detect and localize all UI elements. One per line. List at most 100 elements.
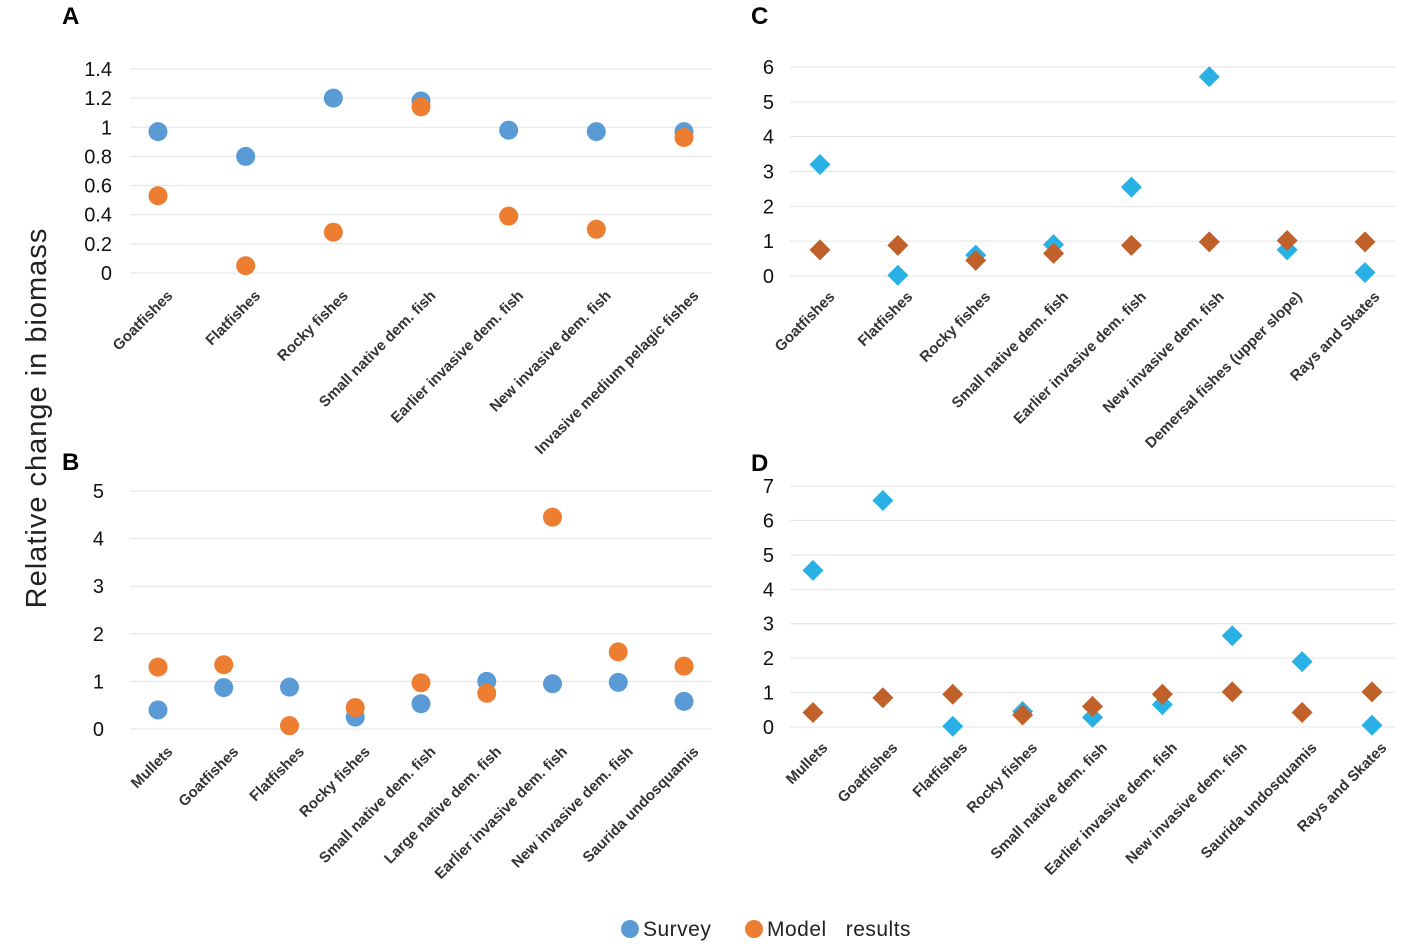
survey-point — [674, 691, 694, 711]
y-tick-label: 6 — [763, 510, 774, 532]
y-tick-label: 1.2 — [84, 88, 112, 110]
y-tick-label: 0 — [93, 719, 104, 741]
survey-point — [1120, 176, 1142, 198]
y-tick-label: 0 — [763, 266, 774, 288]
x-tick-label: Mullets — [783, 739, 832, 788]
y-tick-label: 4 — [763, 579, 774, 601]
y-tick-label: 1.4 — [84, 59, 112, 81]
model-point — [802, 702, 824, 724]
y-tick-label: 1 — [93, 671, 104, 693]
y-tick-label: 0.4 — [84, 205, 112, 227]
model-point — [1120, 234, 1142, 256]
y-tick-label: 2 — [93, 624, 104, 646]
model-point — [887, 234, 909, 256]
y-tick-label: 0 — [763, 717, 774, 739]
panel-letter: A — [62, 3, 79, 30]
survey-point — [1198, 66, 1220, 88]
x-tick-label: Rocky fishes — [964, 739, 1041, 816]
survey-point — [280, 677, 299, 697]
model-point — [1151, 683, 1173, 705]
y-tick-label: 5 — [763, 545, 774, 567]
survey-point — [608, 672, 628, 692]
x-tick-label: Flatfishes — [203, 287, 265, 349]
y-tick-label: 5 — [763, 92, 774, 114]
legend: Survey Model results — [621, 918, 911, 941]
model-point — [965, 249, 987, 271]
model-point — [148, 657, 168, 677]
survey-point — [1354, 262, 1376, 284]
y-tick-label: 3 — [763, 614, 774, 636]
model-point — [809, 239, 831, 261]
x-tick-label: Demersal fishes (upper slope) — [1142, 288, 1306, 452]
survey-point — [887, 264, 909, 286]
model-point — [1012, 704, 1034, 726]
model-point — [148, 186, 168, 206]
model-point — [1276, 229, 1298, 251]
model-point — [543, 507, 562, 527]
x-tick-label: Rocky fishes — [917, 288, 994, 365]
panel-d: D 0 1 2 3 4 5 6 7 Mullets Goatfishes FlatfishesRock… — [751, 450, 1395, 879]
legend-survey-marker — [621, 920, 639, 938]
y-tick-label: 2 — [763, 648, 774, 670]
x-tick-label: Mullets — [128, 743, 177, 792]
x-tick-label: Flatfishes — [246, 743, 308, 805]
x-tick-label: New invasive dem. fish — [1122, 739, 1250, 867]
legend-model-label: Model results — [767, 918, 911, 941]
x-tick-label: Rocky fishes — [274, 287, 351, 364]
x-tick-label: New invasive dem. fish — [508, 743, 636, 871]
y-axis-label: Relative change in biomass — [21, 228, 53, 609]
model-point — [1198, 231, 1220, 253]
y-tick-label: 3 — [93, 576, 104, 598]
model-point — [586, 219, 606, 239]
model-point — [1291, 702, 1313, 724]
x-tick-label: Large native dem. fish — [381, 743, 505, 867]
survey-point — [1361, 714, 1383, 736]
x-tick-label: Earlier invasive dem. fish — [1010, 288, 1149, 427]
y-tick-label: 4 — [763, 127, 774, 149]
survey-point — [543, 674, 562, 694]
model-point — [674, 127, 694, 147]
x-tick-label: Saurida undosquamis — [1198, 739, 1321, 862]
survey-point — [1082, 706, 1103, 728]
y-tick-label: 1 — [763, 231, 774, 253]
survey-point — [802, 559, 824, 581]
x-tick-label: Goatfishes — [834, 739, 901, 806]
survey-point — [148, 700, 168, 720]
model-point — [608, 642, 628, 662]
x-tick-label: Saurida undosquamis — [580, 743, 703, 866]
x-tick-label: Earlier invasive dem. fish — [432, 743, 571, 882]
x-tick-label: Flatfishes — [910, 739, 972, 801]
y-tick-label: 1 — [763, 683, 774, 705]
survey-point — [499, 120, 519, 140]
y-tick-label: 1 — [101, 117, 112, 139]
survey-point — [214, 678, 234, 698]
model-point — [1361, 681, 1383, 703]
model-point — [872, 687, 894, 709]
y-tick-label: 5 — [93, 481, 104, 503]
survey-point — [236, 146, 256, 166]
model-point — [280, 716, 299, 736]
y-tick-label: 3 — [763, 162, 774, 184]
model-point — [345, 698, 365, 718]
panel-letter: D — [751, 450, 768, 477]
legend-model-marker — [745, 920, 763, 938]
x-tick-label: Goatfishes — [110, 287, 177, 354]
panel-letter: B — [62, 449, 79, 476]
survey-point — [1221, 625, 1243, 647]
survey-point — [323, 88, 343, 108]
survey-point — [942, 715, 964, 737]
y-tick-label: 0 — [101, 263, 112, 285]
y-tick-label: 6 — [763, 57, 774, 79]
model-point — [499, 206, 519, 226]
survey-point — [872, 489, 894, 511]
model-point — [942, 683, 964, 705]
y-tick-label: 7 — [763, 476, 774, 498]
model-point — [1043, 242, 1065, 264]
model-point — [411, 673, 431, 693]
survey-point — [1291, 651, 1313, 673]
model-point — [214, 655, 234, 675]
model-point — [236, 256, 256, 276]
model-point — [1082, 695, 1103, 717]
